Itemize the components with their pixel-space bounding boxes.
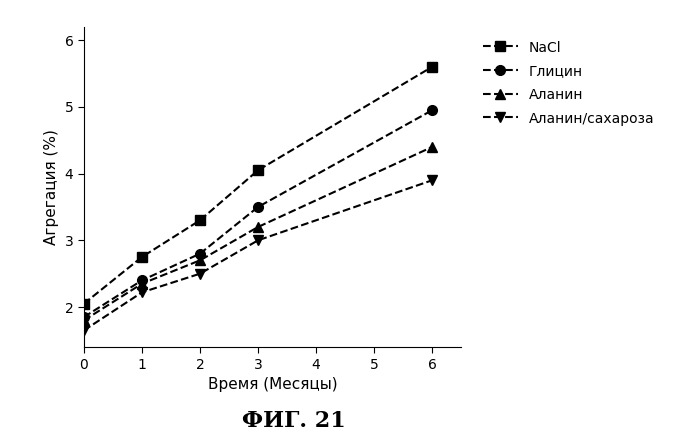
Line: Аланин: Аланин [79, 142, 437, 325]
Аланин/сахароза [138, 290, 146, 295]
Глицин [196, 251, 204, 256]
Text: ФИГ. 21: ФИГ. 21 [242, 410, 345, 432]
Аланин [138, 281, 146, 287]
Аланин/сахароза [428, 178, 436, 183]
Аланин/сахароза [254, 238, 262, 243]
Line: NaCl: NaCl [79, 62, 437, 308]
Line: Аланин/сахароза: Аланин/сахароза [79, 175, 437, 335]
Глицин [138, 278, 146, 283]
NaCl [138, 255, 146, 260]
Аланин [428, 144, 436, 150]
NaCl [428, 64, 436, 69]
X-axis label: Время (Месяцы): Время (Месяцы) [208, 377, 338, 392]
Legend: NaCl, Глицин, Аланин, Аланин/сахароза: NaCl, Глицин, Аланин, Аланин/сахароза [476, 34, 661, 133]
Аланин/сахароза [80, 328, 88, 333]
Глицин [254, 204, 262, 210]
Глицин [428, 107, 436, 113]
Глицин [80, 314, 88, 320]
Line: Глицин: Глицин [79, 105, 437, 322]
NaCl [80, 301, 88, 307]
Аланин [80, 318, 88, 323]
Аланин [196, 258, 204, 263]
NaCl [254, 168, 262, 173]
Аланин [254, 224, 262, 230]
Y-axis label: Агрегация (%): Агрегация (%) [44, 129, 59, 245]
Аланин/сахароза [196, 271, 204, 276]
NaCl [196, 218, 204, 223]
